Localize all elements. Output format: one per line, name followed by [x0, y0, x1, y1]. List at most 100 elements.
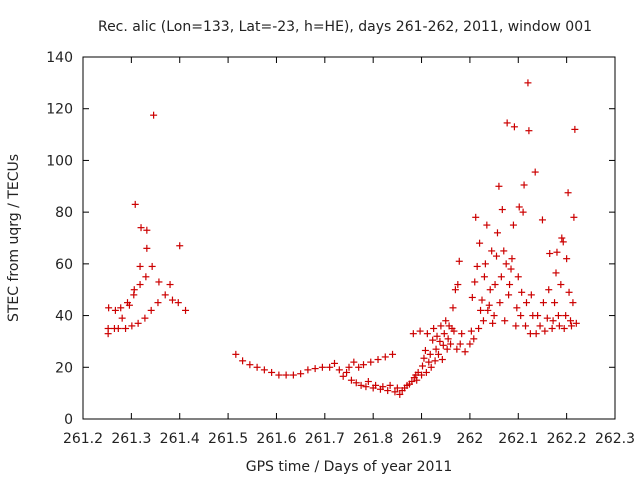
data-point	[166, 281, 174, 289]
data-point	[490, 312, 498, 320]
data-point	[451, 286, 459, 294]
data-point	[498, 206, 506, 214]
data-point	[473, 262, 481, 270]
data-point	[555, 322, 563, 330]
data-point	[427, 363, 435, 371]
data-point	[155, 278, 163, 286]
data-point	[389, 350, 397, 358]
data-point	[130, 286, 138, 294]
data-point	[475, 325, 483, 332]
data-point	[418, 371, 426, 379]
data-point	[143, 244, 151, 252]
data-point	[515, 203, 523, 211]
data-point	[114, 325, 122, 332]
data-point	[136, 281, 144, 289]
data-point	[429, 336, 437, 344]
data-point	[500, 247, 508, 255]
data-point	[449, 304, 457, 312]
data-point	[176, 242, 184, 250]
data-point	[570, 213, 578, 221]
data-point	[125, 301, 133, 309]
data-point	[137, 224, 145, 232]
data-point	[374, 356, 382, 364]
data-point	[355, 363, 363, 371]
data-point	[143, 226, 151, 234]
data-point	[434, 350, 442, 358]
data-point	[431, 357, 439, 365]
data-point	[128, 322, 136, 330]
x-tick-label: 261.6	[256, 431, 296, 447]
data-point	[450, 327, 458, 335]
x-tick-label: 261.7	[305, 431, 345, 447]
y-tick-label: 20	[55, 360, 73, 376]
data-point	[396, 390, 404, 398]
data-point	[268, 368, 276, 376]
data-point	[518, 288, 526, 296]
x-tick-label: 262.1	[498, 431, 538, 447]
data-point	[430, 325, 438, 332]
data-point	[436, 337, 444, 345]
data-point	[552, 269, 560, 277]
data-point	[413, 376, 421, 384]
data-point	[567, 317, 575, 325]
data-point	[522, 299, 530, 307]
data-point	[440, 330, 448, 338]
data-point	[486, 286, 494, 294]
data-point	[505, 291, 513, 299]
data-point	[470, 335, 478, 343]
data-point	[326, 363, 334, 371]
data-point	[485, 301, 493, 309]
data-point	[507, 265, 515, 273]
data-point	[260, 366, 268, 374]
data-point	[168, 296, 176, 304]
data-point	[136, 262, 144, 270]
data-point	[384, 387, 392, 395]
data-point	[408, 378, 416, 386]
data-point	[289, 371, 297, 379]
data-point	[549, 317, 557, 325]
data-point	[419, 362, 427, 370]
data-point	[147, 306, 155, 314]
data-point	[480, 273, 488, 281]
data-point	[425, 358, 433, 366]
data-point	[442, 317, 450, 325]
data-point	[409, 330, 417, 338]
x-axis-label: GPS time / Days of year 2011	[246, 459, 453, 475]
y-tick-label: 140	[46, 50, 73, 66]
data-point	[352, 379, 360, 387]
data-point	[453, 345, 461, 353]
data-point	[393, 384, 401, 392]
data-point	[491, 281, 499, 289]
data-point	[420, 354, 428, 362]
y-axis-label: STEC from uqrg / TECUs	[6, 154, 22, 322]
data-point	[134, 319, 142, 327]
data-point	[304, 366, 312, 374]
data-point	[569, 299, 577, 307]
data-point	[553, 248, 561, 256]
data-point	[154, 299, 162, 307]
data-point	[350, 358, 358, 366]
data-point	[567, 322, 575, 330]
x-tick-label: 261.3	[111, 431, 151, 447]
data-point	[318, 363, 326, 371]
data-point	[503, 119, 511, 127]
data-point	[517, 312, 525, 320]
data-point	[421, 346, 429, 354]
data-point	[246, 361, 254, 369]
data-point	[455, 257, 463, 265]
data-point	[423, 330, 431, 338]
data-point	[150, 111, 158, 119]
data-point	[239, 357, 247, 365]
data-point	[432, 345, 440, 353]
data-point	[512, 322, 520, 330]
data-point	[372, 381, 380, 389]
data-point	[483, 221, 491, 229]
data-point	[571, 125, 579, 133]
data-point	[477, 306, 485, 314]
data-point	[131, 200, 139, 208]
y-tick-label: 80	[55, 205, 73, 221]
data-point	[367, 358, 375, 366]
data-point	[497, 273, 505, 281]
data-point	[560, 325, 568, 332]
data-point	[416, 327, 424, 335]
